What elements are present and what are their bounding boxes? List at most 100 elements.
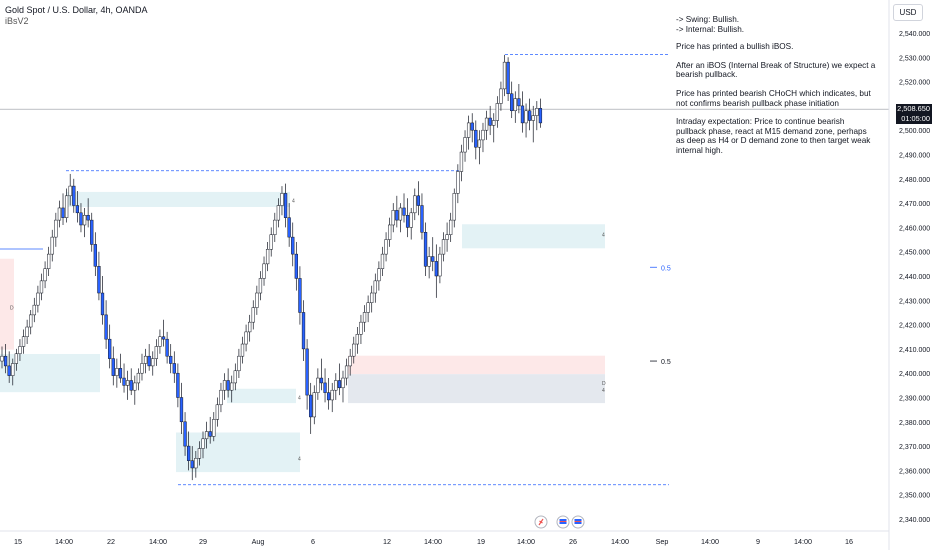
analysis-notes: -> Swing: Bullish. -> Internal: Bullish.… [676,15,876,165]
candle [413,188,417,221]
candle [506,57,510,102]
price-tick-label: 2,470.000 [899,201,930,208]
candle [158,329,162,354]
candle [258,271,263,301]
candle [441,232,446,262]
candle [204,421,209,449]
time-tick-label: 15 [14,537,22,546]
time-tick-label: 29 [199,537,207,546]
economic-event-icon[interactable] [556,515,570,529]
candle [420,193,424,240]
candle [434,244,438,298]
candle [341,370,345,403]
candle [481,122,485,153]
candle [474,120,478,160]
candle [355,327,360,354]
indicator-name[interactable]: iBsV2 [5,16,29,26]
price-tick-label: 2,540.000 [899,31,930,38]
candle [43,261,47,289]
candle [72,178,76,213]
candle [359,314,363,345]
candle [301,300,306,362]
candle [344,358,349,386]
candle [319,358,324,391]
candle [165,331,169,364]
price-tick-label: 2,420.000 [899,323,930,330]
time-tick-label: 14:00 [794,537,812,546]
symbol-title[interactable]: Gold Spot / U.S. Dollar, 4h, OANDA [5,5,148,15]
candle [535,101,539,131]
candle [423,222,428,276]
candle [409,207,413,240]
levels-layer: 0.5 0.5 [0,53,889,486]
candle [517,84,521,114]
time-tick-label: 14:00 [424,537,442,546]
candle [370,285,374,313]
candle [169,344,173,374]
candle [32,297,36,323]
candle [54,212,58,247]
candle [366,295,370,323]
zone-demand [462,224,605,249]
candle [0,346,4,369]
zone-d-zone [348,374,605,404]
candle [316,368,320,400]
candle [456,164,460,204]
price-tick-label: 2,460.000 [899,225,930,232]
candle [186,431,191,471]
candle [283,183,288,228]
candle [265,241,270,272]
currency-button[interactable]: USD [893,4,923,21]
candle [190,446,194,481]
candle [82,207,87,238]
note-ibos: Price has printed a bullish iBOS. [676,42,794,52]
candle [287,203,291,247]
zone-supply [0,258,14,350]
note-pullback: After an iBOS (Internal Break of Structu… [676,60,876,80]
economic-event-icon[interactable] [571,515,585,529]
candles-layer [0,54,543,481]
price-tick-label: 2,390.000 [899,396,930,403]
zone-label: 4 [298,396,301,402]
price-tick-label: 2,520.000 [899,80,930,87]
time-tick-label: 14:00 [611,537,629,546]
time-tick-label: 9 [756,537,760,546]
candle [68,173,72,206]
event-icons[interactable] [534,515,585,529]
candle [326,378,331,410]
candle [11,358,15,386]
candle [151,351,155,376]
note-intraday: Intraday expectation: Price to continue … [676,117,871,155]
candle [7,351,11,383]
zone-supply [348,355,605,375]
candle [61,193,65,225]
candle [510,81,514,119]
zone-label: 4 [602,388,605,394]
current-price-tag: 2,508.650 01:05:00 [896,104,932,124]
candle [352,336,356,364]
candle [222,373,227,400]
candle [3,344,8,374]
candle [449,212,453,242]
price-tick-label: 2,500.000 [899,128,930,135]
candle [348,348,352,376]
candle [251,300,255,330]
candle [64,188,69,223]
price-tick-label: 2,370.000 [899,444,930,451]
candle [143,348,148,374]
candle [484,110,489,140]
candle [309,382,313,434]
candle [90,212,94,252]
time-tick-label: 12 [383,537,391,546]
candle [244,324,248,352]
chart-header: Gold Spot / U.S. Dollar, 4h, OANDA iBsV2 [5,5,148,27]
candle [147,344,151,371]
price-tick-label: 2,440.000 [899,274,930,281]
candle [388,217,392,247]
dividend-event-icon[interactable] [534,515,548,529]
time-axis[interactable]: 15 14:00 22 14:00 29 Aug 6 12 14:00 19 14:00 26 14:0… [14,537,853,546]
candle [97,251,101,301]
candle [93,232,97,276]
candle [395,195,399,228]
